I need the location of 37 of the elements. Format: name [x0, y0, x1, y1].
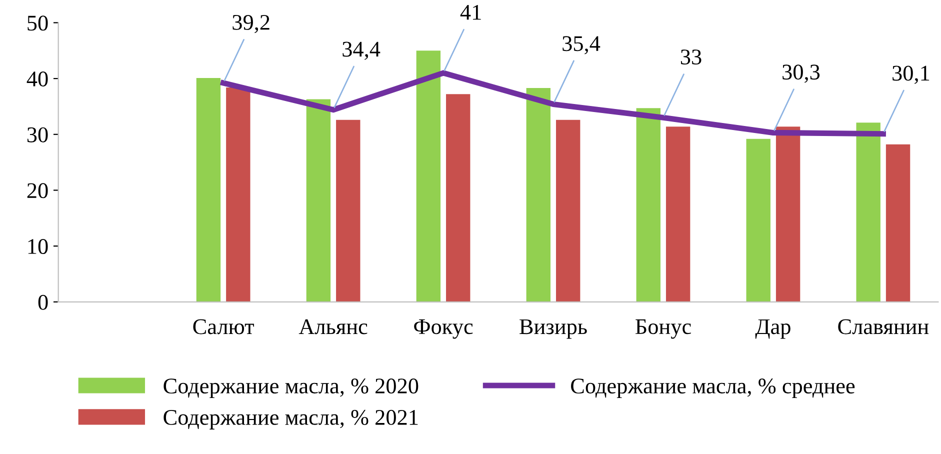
legend-label: Содержание масла, % 2021 [164, 410, 418, 430]
bar [196, 78, 221, 302]
x-tick-label: Славянин [838, 319, 929, 334]
y-tick-label: 50 [28, 16, 48, 31]
bar [446, 94, 470, 302]
y-tick-label: 30 [27, 127, 48, 142]
y-tick-label: 20 [27, 183, 48, 198]
bar [886, 144, 910, 302]
y-tick-label: 40 [26, 71, 48, 86]
bar [856, 122, 880, 302]
x-tick-label: Салют [193, 319, 254, 334]
data-label: 33 [680, 50, 702, 65]
x-tick-label: Альянс [298, 319, 368, 334]
legend-label: Содержание масла, % среднее [571, 378, 855, 398]
data-label: 30,3 [782, 64, 820, 83]
data-label: 41 [460, 4, 481, 20]
x-tick-label: Бонус [636, 319, 691, 339]
bar [306, 99, 331, 302]
bar [416, 50, 441, 302]
bar [746, 138, 770, 302]
data-label: 34,4 [342, 42, 380, 60]
bar [336, 120, 360, 302]
data-label: 39,2 [232, 14, 270, 34]
y-tick-label: 0 [38, 294, 48, 310]
bar [636, 108, 660, 302]
data-label: 30,1 [892, 66, 930, 84]
x-tick-label: Фокус [414, 319, 473, 339]
bar [526, 88, 550, 302]
bar [226, 87, 250, 302]
data-label: 35,4 [562, 36, 600, 54]
bar [666, 126, 690, 302]
y-tick-label: 10 [28, 239, 48, 254]
x-tick-label: Визирь [520, 319, 587, 339]
bar [776, 126, 800, 302]
bar [556, 120, 580, 302]
legend-label: Содержание масла, % 2020 [164, 378, 418, 398]
x-tick-label: Дар [755, 319, 790, 339]
